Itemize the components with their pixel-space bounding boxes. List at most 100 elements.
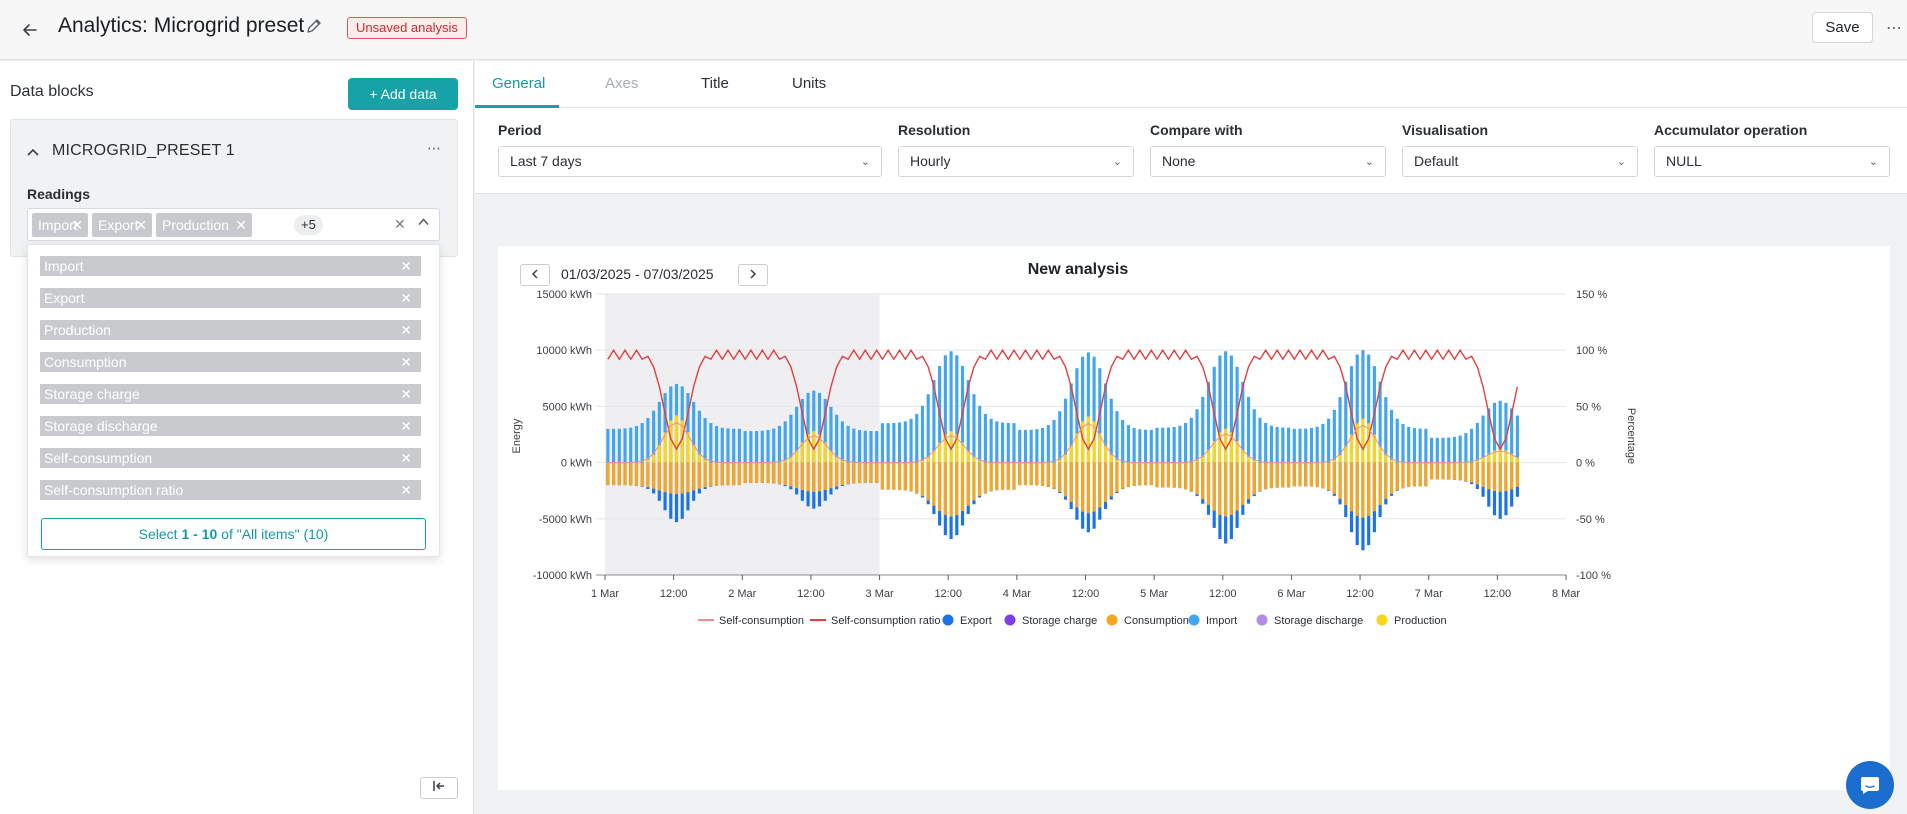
- consumption-bar: [1367, 462, 1371, 516]
- back-arrow-icon[interactable]: [16, 16, 44, 44]
- tab-units[interactable]: Units: [792, 75, 827, 92]
- import-bar: [1492, 402, 1497, 463]
- visualisation-select[interactable]: Default ⌄: [1402, 146, 1638, 177]
- consumption-bar: [1286, 462, 1291, 488]
- consumption-bar: [1269, 462, 1273, 489]
- chip-production: Production ✕: [156, 213, 252, 237]
- consumption-bar: [1447, 462, 1451, 480]
- production-bar: [955, 434, 959, 463]
- import-bar: [1069, 383, 1073, 463]
- remove-option-icon[interactable]: ✕: [400, 290, 412, 306]
- compare-select[interactable]: None ⌄: [1150, 146, 1386, 177]
- data-block-name: MICROGRID_PRESET 1: [52, 142, 235, 159]
- import-bar: [978, 405, 982, 463]
- production-bar: [1109, 454, 1113, 463]
- chip-remove-icon[interactable]: ✕: [71, 217, 83, 233]
- production-bar: [800, 442, 804, 463]
- consumption-bar: [863, 462, 867, 483]
- dropdown-option[interactable]: Consumption ✕: [40, 352, 421, 372]
- import-bar: [1264, 423, 1268, 463]
- import-bar: [789, 414, 793, 463]
- chevron-up-icon[interactable]: [27, 146, 39, 160]
- import-bar: [1006, 423, 1010, 463]
- remove-option-icon[interactable]: ✕: [400, 450, 412, 466]
- import-bar: [1510, 408, 1514, 463]
- remove-option-icon[interactable]: ✕: [400, 354, 412, 370]
- production-bar: [1195, 460, 1199, 463]
- prev-period-button[interactable]: [520, 264, 550, 286]
- dropdown-option[interactable]: Import ✕: [40, 256, 421, 276]
- edit-pencil-icon[interactable]: [305, 17, 325, 37]
- accumulator-select[interactable]: NULL ⌄: [1654, 146, 1890, 177]
- remove-option-icon[interactable]: ✕: [400, 386, 412, 402]
- consumption-bar: [898, 462, 902, 490]
- dropdown-option[interactable]: Export ✕: [40, 288, 421, 308]
- import-bar: [1452, 436, 1457, 463]
- readings-multiselect[interactable]: Import ✕ Export ✕ Production ✕ +5 ✕: [27, 208, 440, 241]
- tab-title[interactable]: Title: [701, 75, 729, 92]
- dropdown-option[interactable]: Production ✕: [40, 320, 421, 340]
- consumption-bar: [1309, 462, 1314, 487]
- resolution-select[interactable]: Hourly ⌄: [898, 146, 1134, 177]
- chip-remove-icon[interactable]: ✕: [235, 217, 247, 233]
- consumption-bar: [1492, 462, 1497, 492]
- save-button[interactable]: Save: [1812, 12, 1873, 43]
- y2-tick-label: 50 %: [1576, 401, 1601, 413]
- import-bar: [692, 401, 696, 463]
- remove-option-icon[interactable]: ✕: [400, 418, 412, 434]
- import-bar: [1378, 381, 1382, 463]
- remove-option-icon[interactable]: ✕: [400, 482, 412, 498]
- import-bar: [1332, 409, 1336, 463]
- legend-label: Storage charge: [1022, 615, 1097, 627]
- tab-axes[interactable]: Axes: [605, 75, 639, 92]
- dropdown-option[interactable]: Self-consumption ratio ✕: [40, 480, 421, 500]
- production-bar: [1338, 455, 1342, 463]
- import-bar: [943, 355, 947, 463]
- production-bar: [920, 460, 925, 463]
- dropdown-option[interactable]: Storage discharge ✕: [40, 416, 421, 436]
- production-bar: [1206, 450, 1211, 463]
- import-bar: [886, 423, 890, 463]
- consumption-bar: [1241, 462, 1245, 505]
- import-bar: [1269, 425, 1273, 463]
- collapse-panel-button[interactable]: [420, 777, 458, 799]
- y-tick-label: -10000 kWh: [533, 570, 592, 582]
- import-bar: [720, 427, 724, 463]
- remove-option-icon[interactable]: ✕: [400, 322, 412, 338]
- production-bar: [1498, 449, 1502, 463]
- consumption-bar: [692, 462, 696, 491]
- dropdown-option[interactable]: Self-consumption ✕: [40, 448, 421, 468]
- production-bar: [966, 451, 970, 463]
- consumption-bar: [1430, 462, 1434, 480]
- consumption-bar: [1229, 462, 1233, 515]
- import-bar: [686, 393, 690, 463]
- consumption-bar: [657, 462, 661, 491]
- caret-up-icon[interactable]: [418, 217, 429, 229]
- x-tick-label: 7 Mar: [1415, 588, 1443, 600]
- chip-remove-icon[interactable]: ✕: [135, 217, 147, 233]
- import-bar: [1355, 354, 1359, 463]
- chat-support-icon[interactable]: [1846, 761, 1894, 809]
- import-bar: [606, 428, 610, 463]
- more-chips-count[interactable]: +5: [294, 215, 323, 235]
- consumption-bar: [846, 462, 850, 485]
- import-bar: [634, 426, 639, 463]
- period-select[interactable]: Last 7 days ⌄: [498, 146, 882, 177]
- tab-general[interactable]: General: [492, 75, 546, 92]
- next-period-button[interactable]: [738, 264, 768, 286]
- import-bar: [709, 423, 713, 463]
- production-bar: [1475, 460, 1479, 463]
- consumption-bar: [1458, 462, 1462, 481]
- dropdown-option[interactable]: Storage charge ✕: [40, 384, 421, 404]
- clear-icon[interactable]: ✕: [394, 216, 406, 232]
- consumption-bar: [1121, 462, 1125, 489]
- consumption-bar: [606, 462, 610, 486]
- add-data-button[interactable]: + Add data: [348, 78, 458, 110]
- production-bar: [789, 457, 793, 463]
- remove-option-icon[interactable]: ✕: [400, 258, 412, 274]
- block-more-icon[interactable]: ⋯: [427, 140, 442, 156]
- consumption-bar: [1384, 462, 1388, 499]
- legend-label: Import: [1206, 615, 1237, 627]
- select-all-button[interactable]: Select 1 - 10 of "All items" (10): [41, 518, 426, 550]
- more-horizontal-icon[interactable]: ⋯: [1886, 20, 1903, 37]
